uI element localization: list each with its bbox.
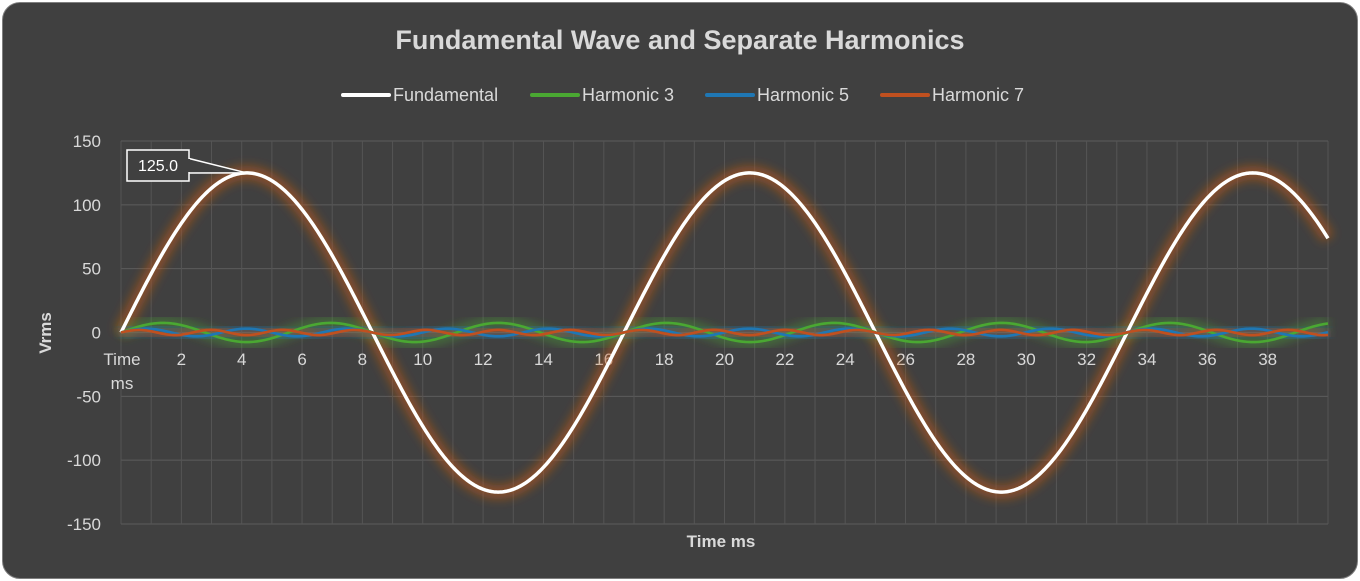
x-tick-label: 14 xyxy=(534,350,553,369)
x-tick-label: 34 xyxy=(1137,350,1156,369)
x-tick-label: 32 xyxy=(1077,350,1096,369)
series-lines xyxy=(119,171,1330,494)
legend-label: Harmonic 3 xyxy=(582,85,674,105)
y-axis-ticks: 150 100 50 0 -50 -100 -150 xyxy=(67,132,101,534)
annotations: 125.0 xyxy=(126,149,248,182)
x-tick-label: 30 xyxy=(1017,350,1036,369)
y-tick-label: 150 xyxy=(73,132,101,151)
annotation-leader xyxy=(186,157,248,174)
x-tick-label: 26 xyxy=(896,350,915,369)
x-tick-label: 20 xyxy=(715,350,734,369)
x-tick-label: 6 xyxy=(297,350,306,369)
x-tick-label: 10 xyxy=(413,350,432,369)
x-tick-label-line: Time xyxy=(103,350,140,369)
y-tick-label: -150 xyxy=(67,515,101,534)
x-tick-label: 22 xyxy=(775,350,794,369)
y-tick-label: 50 xyxy=(82,260,101,279)
x-tick-label: 18 xyxy=(655,350,674,369)
y-axis-label: Vrms xyxy=(36,312,55,354)
legend-label: Harmonic 5 xyxy=(757,85,849,105)
x-tick-label-line: ms xyxy=(111,374,134,393)
legend: Fundamental Harmonic 3 Harmonic 5 Harmonic … xyxy=(341,85,1024,105)
x-tick-label: 24 xyxy=(836,350,855,369)
x-axis-ticks: Time ms2 4 6 8 10 12 14 16 18 20 22 24 26 28 30 32 34 36 38 xyxy=(103,350,1277,393)
chart-svg: Fundamental Wave and Separate Harmonics … xyxy=(36,25,1334,551)
annotation-box-gap xyxy=(186,159,190,172)
y-tick-label: -100 xyxy=(67,451,101,470)
series-line xyxy=(120,328,1329,337)
annotation-label: 125.0 xyxy=(138,158,178,175)
y-tick-label: -50 xyxy=(76,387,101,406)
legend-label: Fundamental xyxy=(393,85,498,105)
x-tick-label: 36 xyxy=(1198,350,1217,369)
y-tick-label: 0 xyxy=(92,324,101,343)
legend-label: Harmonic 7 xyxy=(932,85,1024,105)
y-tick-label: 100 xyxy=(73,196,101,215)
x-tick-label: 28 xyxy=(956,350,975,369)
x-tick-label-first: Time ms xyxy=(103,350,140,393)
x-axis-label: Time ms xyxy=(687,532,756,551)
x-tick-label: 8 xyxy=(358,350,367,369)
chart-title: Fundamental Wave and Separate Harmonics xyxy=(395,25,964,55)
x-tick-label: 12 xyxy=(474,350,493,369)
x-tick-label: 38 xyxy=(1258,350,1277,369)
x-tick-label: 4 xyxy=(237,350,246,369)
x-tick-label: 2 xyxy=(177,350,186,369)
